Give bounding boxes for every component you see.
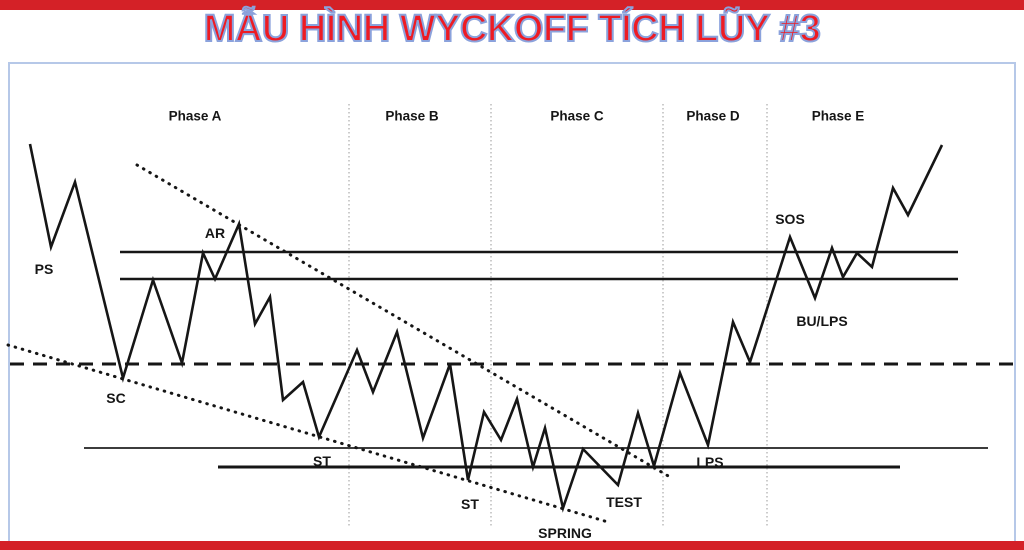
event-label: SOS [775, 211, 805, 227]
page-title: MẪU HÌNH WYCKOFF TÍCH LŨY #3 [203, 7, 822, 51]
top-red-bar [0, 0, 1024, 10]
dotted-trendline [135, 163, 672, 479]
event-label: PS [34, 261, 54, 277]
phase-label: Phase A [168, 108, 222, 124]
price-line [28, 143, 944, 513]
dotted-trendline [6, 343, 610, 524]
event-label: SC [106, 390, 126, 406]
phase-label: Phase E [811, 108, 865, 124]
event-label: ST [461, 496, 479, 512]
event-label: ST [313, 453, 331, 469]
event-label: SPRING [538, 525, 592, 541]
phase-label: Phase C [550, 108, 604, 124]
event-label: TEST [606, 494, 642, 510]
event-label: AR [204, 225, 226, 241]
event-label: LPS [696, 454, 724, 470]
phase-label: Phase B [385, 108, 439, 124]
chart-frame [8, 62, 1016, 543]
event-label: BU/LPS [796, 313, 848, 329]
phase-label: Phase D [686, 108, 740, 124]
bottom-red-bar [0, 541, 1024, 550]
